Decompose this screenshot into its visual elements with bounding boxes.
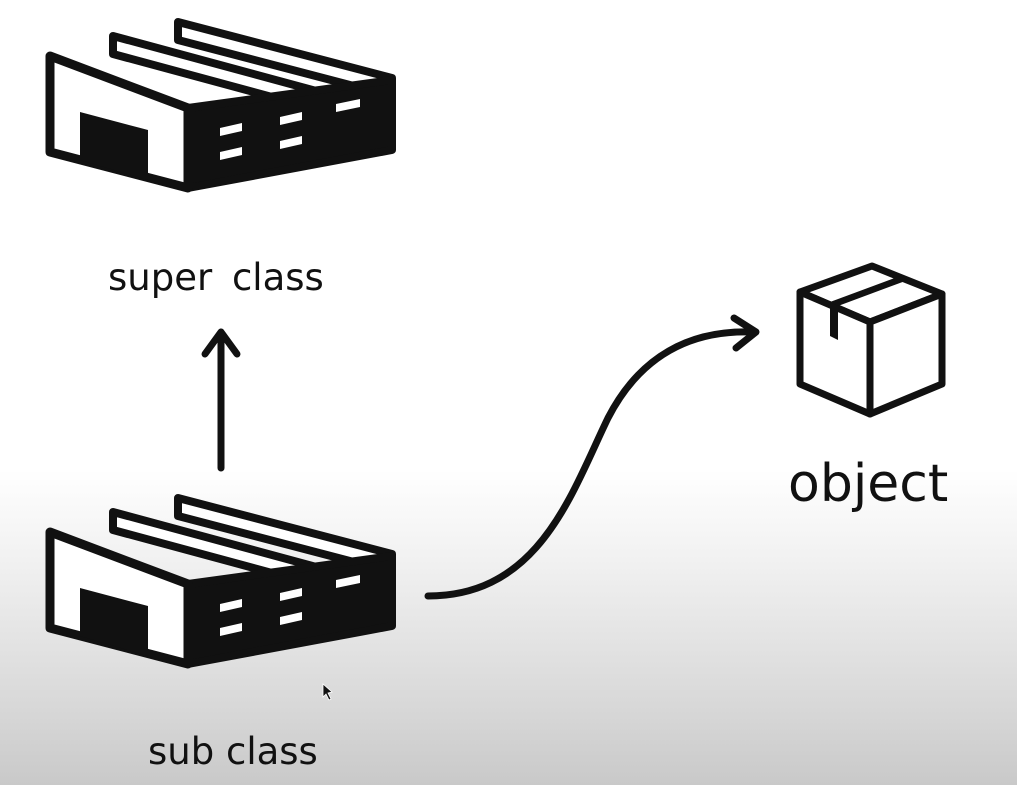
sub-class-factory-icon bbox=[50, 498, 392, 664]
sub-class-label: sub class bbox=[148, 730, 318, 773]
box-icon bbox=[796, 262, 946, 418]
super-class-label: super class bbox=[108, 256, 324, 299]
super-class-factory-icon bbox=[50, 22, 392, 188]
mouse-cursor-icon bbox=[322, 683, 333, 701]
inheritance-arrow bbox=[201, 328, 241, 472]
object-label: object bbox=[788, 454, 949, 514]
instantiation-arrow bbox=[424, 314, 760, 600]
